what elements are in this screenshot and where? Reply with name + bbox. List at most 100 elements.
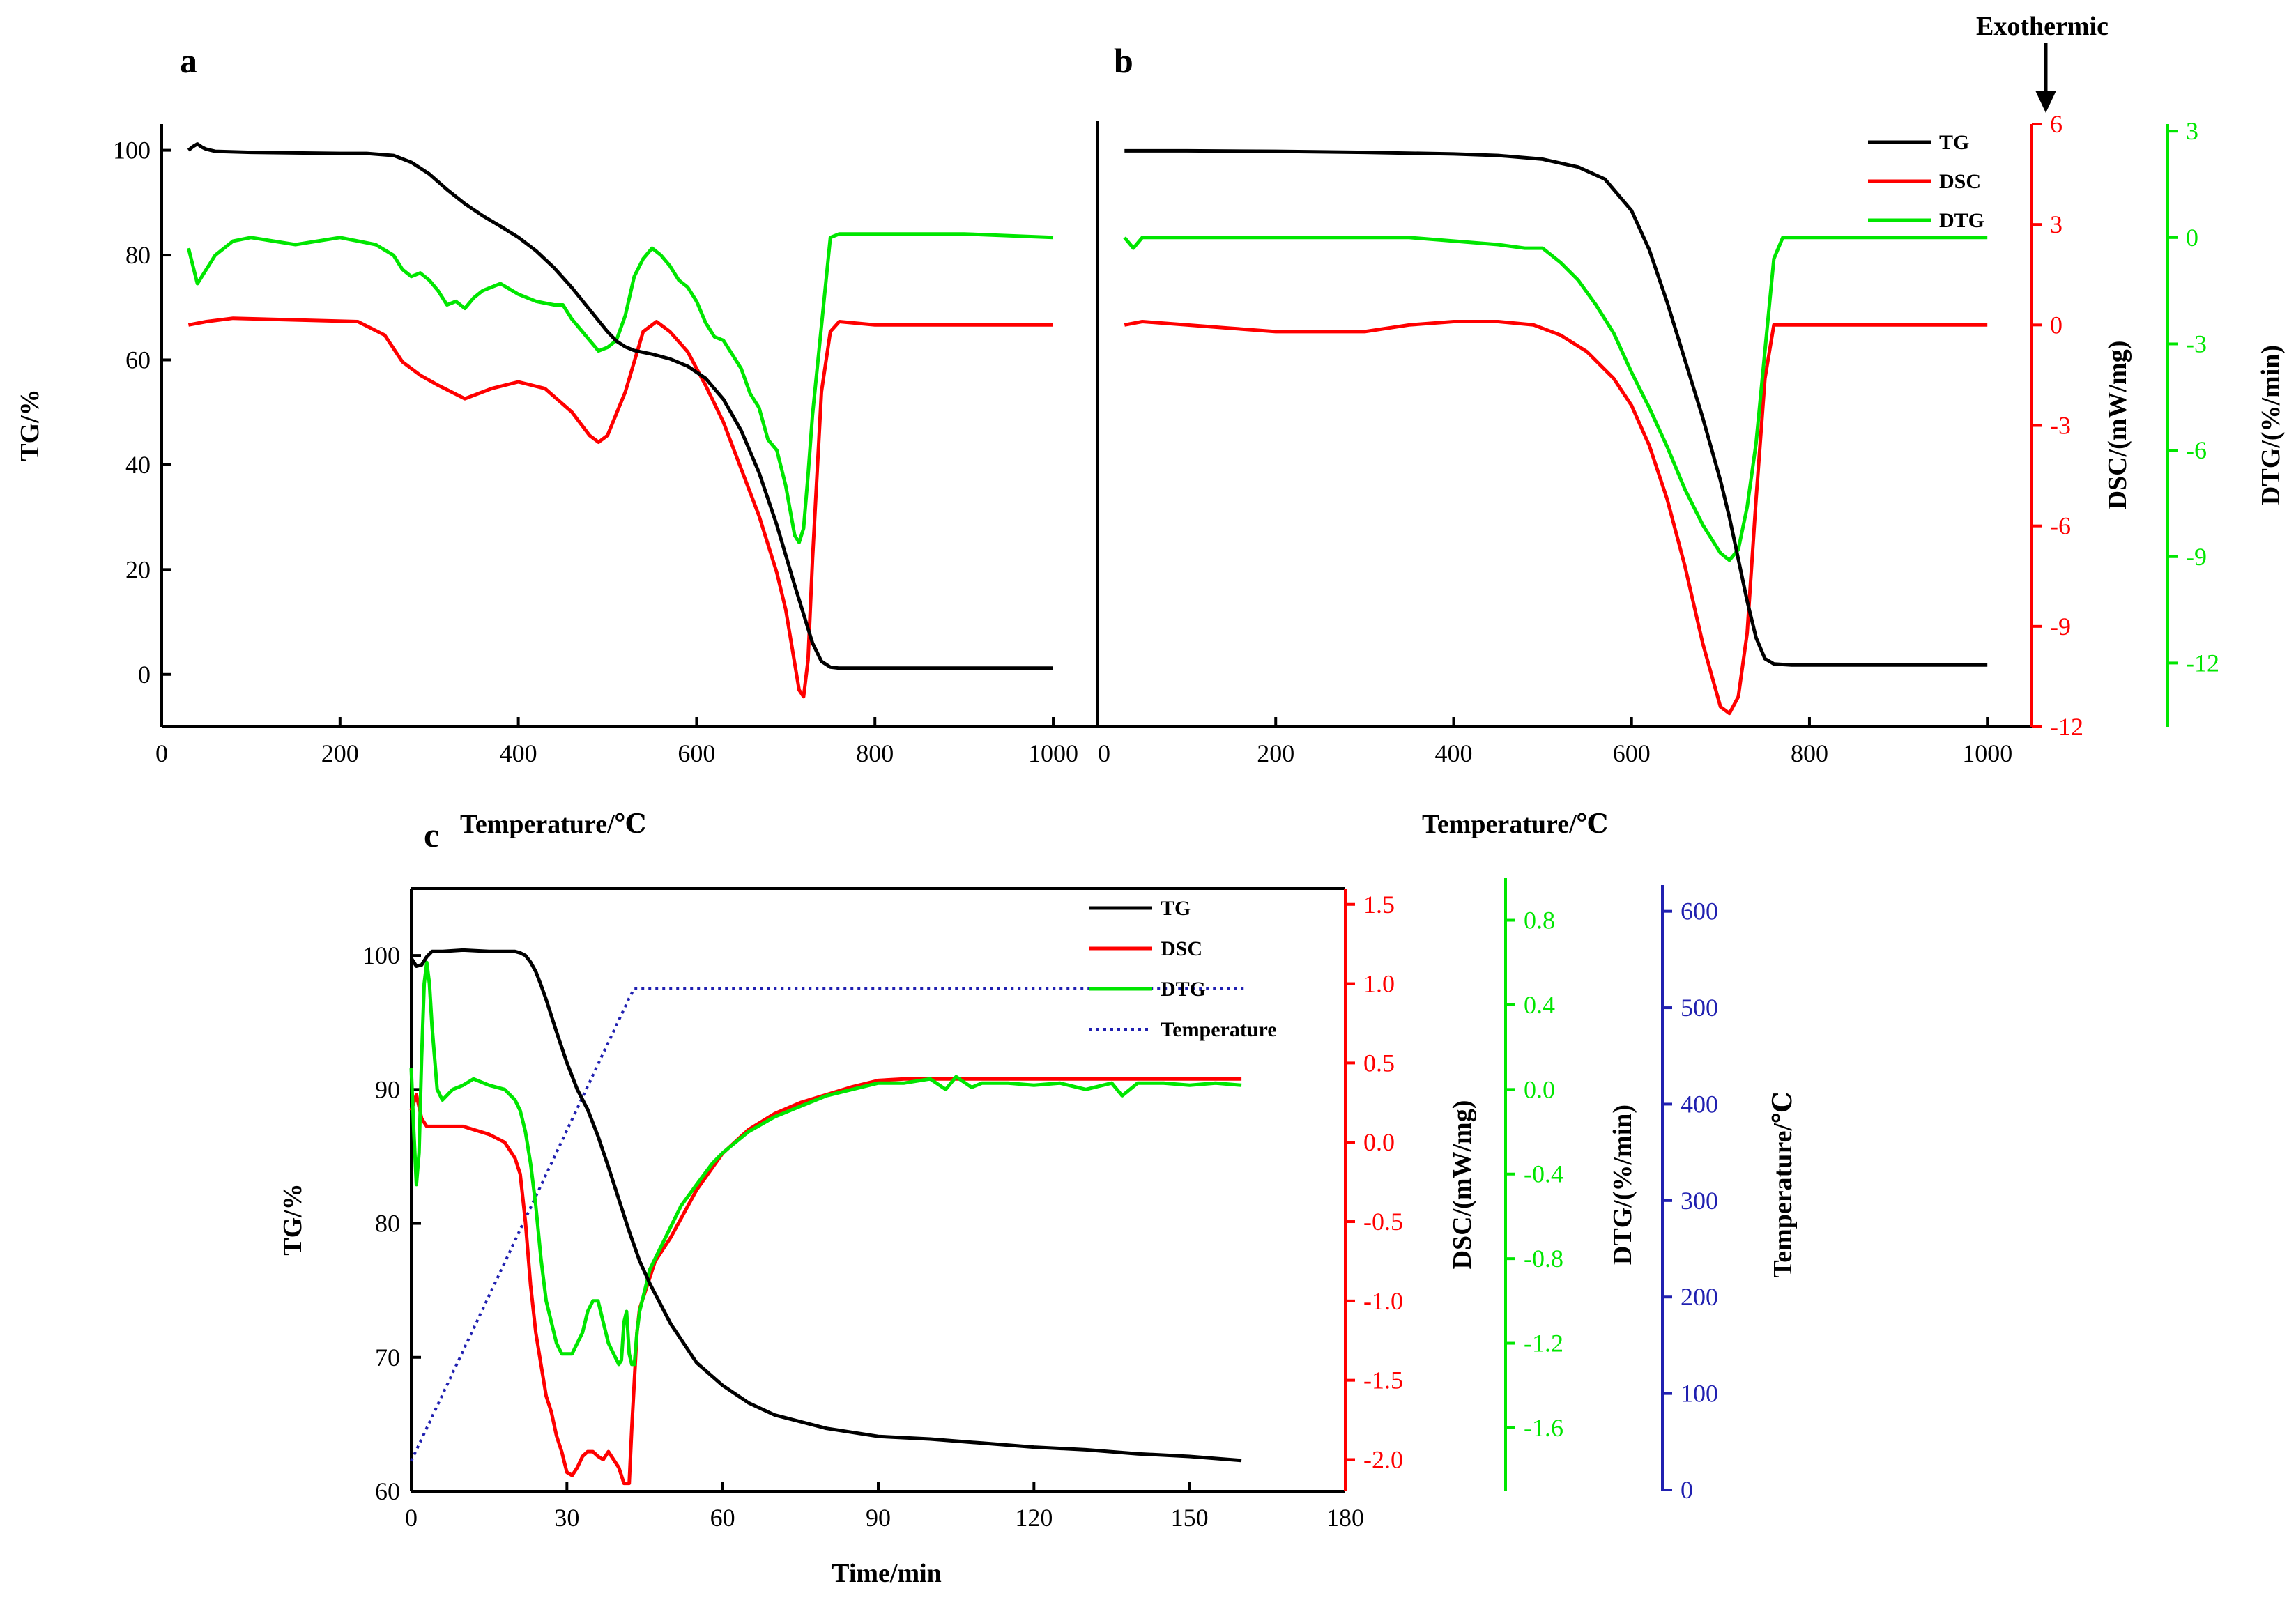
panel-c-y-tick-label: 100 [362, 941, 400, 969]
panel-c-temp-title: Temperature/℃ [1768, 1091, 1798, 1277]
panel-b-x-tick-label: 800 [1791, 739, 1828, 767]
panel-b-dtg-tick-label: 3 [2186, 117, 2198, 145]
legend-label-tg: TG [1161, 897, 1191, 920]
legend-label-dsc: DSC [1161, 937, 1202, 960]
panel-a-x-tick-label: 800 [856, 739, 894, 767]
panel-c-y-tick-label: 90 [375, 1075, 400, 1103]
panel-a-letter: a [180, 41, 197, 80]
panel-c-dtg-tick-label: 0.8 [1524, 907, 1555, 934]
legend-label-dtg: DTG [1161, 978, 1206, 1001]
panel-b-dsc-line [1124, 320, 1988, 716]
panel-c-dtg-tick-label: 0.4 [1524, 991, 1555, 1019]
panel-b-dtg-tick-label: -3 [2186, 330, 2207, 357]
panel-b-dtg-tick-label: -9 [2186, 543, 2207, 571]
panel-a-x-title: Temperature/℃ [460, 810, 646, 839]
panel-c-dsc-tick-label: 1.0 [1363, 970, 1395, 998]
panel-c-dtg-line [409, 960, 1242, 1367]
panel-c-dsc-tick-label: -2.0 [1363, 1445, 1403, 1473]
panel-b-dsc-tick-label: 6 [2050, 110, 2062, 138]
panel-c-dtg-tick-label: -1.6 [1524, 1414, 1563, 1442]
panel-a-x-tick-label: 1000 [1028, 739, 1078, 767]
panel-c-temp-tick-label: 200 [1681, 1283, 1718, 1311]
panel-b-dsc-tick-label: -6 [2050, 512, 2071, 540]
panel-b-dsc-title: DSC/(mW/mg) [2103, 341, 2132, 510]
panel-c-x-tick-label: 60 [710, 1504, 735, 1532]
panel-b-x-zero-label: 0 [1098, 739, 1110, 767]
panel-c-dtg-tick-label: -1.2 [1524, 1330, 1563, 1357]
exothermic-label: Exothermic [1976, 12, 2109, 41]
panel-b-dsc-tick-label: -3 [2050, 412, 2071, 440]
panel-c-y-title: TG/% [278, 1183, 307, 1255]
panel-c-temp-tick-label: 0 [1681, 1476, 1693, 1504]
panel-c-temp-tick-label: 500 [1681, 994, 1718, 1022]
panel-a-dtg-line [186, 232, 1054, 544]
panel-a-y-tick-label: 0 [138, 661, 151, 689]
panel-c-dtg-title: DTG/(%/min) [1608, 1105, 1637, 1265]
panel-b-x-tick-label: 200 [1257, 739, 1294, 767]
panel-b-dtg-tick-label: 0 [2186, 224, 2198, 252]
panel-b-dtg-line [1123, 236, 1988, 562]
panel-b-x-tick-label: 600 [1613, 739, 1651, 767]
panel-c-x-tick-label: 30 [554, 1504, 579, 1532]
panel-b-x-title: Temperature/℃ [1422, 810, 1608, 839]
panel-b-dsc-tick-label: 3 [2050, 210, 2062, 238]
legend-label-tg: TG [1939, 131, 1969, 154]
panel-c-dsc-tick-label: -1.0 [1363, 1287, 1403, 1315]
panel-c-y-tick-label: 70 [375, 1344, 400, 1371]
panel-a-y-tick-label: 60 [125, 346, 151, 374]
panel-b-dtg-tick-label: -6 [2186, 436, 2207, 464]
panel-c-letter: c [424, 815, 439, 854]
panel-a-y-tick-label: 20 [125, 555, 151, 583]
legend-label-temperature: Temperature [1161, 1018, 1277, 1041]
panel-b-dtg-tick-label: -12 [2186, 649, 2219, 677]
panel-a-y-title: TG/% [15, 389, 45, 461]
panel-c-dsc-tick-label: -0.5 [1363, 1208, 1403, 1236]
panel-a-dsc-line [187, 316, 1053, 699]
panel-c-dsc-title: DSC/(mW/mg) [1448, 1100, 1477, 1270]
panel-a-tg-line [187, 142, 1053, 670]
panel-c-y-tick-label: 60 [375, 1477, 400, 1505]
panel-c-dsc-tick-label: 0.5 [1363, 1049, 1395, 1077]
panel-a-x-tick-label: 200 [321, 739, 359, 767]
panel-a-y-tick-label: 80 [125, 241, 151, 269]
panel-c-dsc-tick-label: 1.5 [1363, 891, 1395, 918]
panel-c-x-tick-label: 180 [1326, 1504, 1364, 1532]
panel-c-y-tick-label: 80 [375, 1210, 400, 1238]
panel-c-temp-tick-label: 400 [1681, 1090, 1718, 1118]
exothermic-arrow-head [2035, 91, 2056, 113]
panel-a-x-tick-label: 0 [155, 739, 168, 767]
panel-c-dtg-tick-label: -0.8 [1524, 1245, 1563, 1272]
panel-a-x-tick-label: 600 [678, 739, 715, 767]
panel-b-tg-line [1124, 148, 1988, 667]
panel-b-dsc-tick-label: 0 [2050, 311, 2062, 339]
panel-c: 60 70 80 90 100 0 30 60 90 120 150 180 -2.0 -1.5 -1.0 -… [278, 815, 1798, 1588]
panel-c-dsc-tick-label: 0.0 [1363, 1128, 1395, 1156]
panel-b-dtg-title: DTG/(%/min) [2256, 345, 2286, 505]
panel-c-x-tick-label: 90 [866, 1504, 891, 1532]
panel-c-tg-line [409, 948, 1242, 1463]
panel-c-dtg-tick-label: -0.4 [1524, 1160, 1563, 1188]
panel-c-temp-tick-label: 100 [1681, 1380, 1718, 1408]
panel-b-letter: b [1114, 41, 1133, 80]
panel-c-temp-tick-label: 600 [1681, 898, 1718, 925]
panel-c-dtg-tick-label: 0.0 [1524, 1075, 1555, 1103]
panel-c-temperature-line [410, 987, 1247, 1462]
panel-c-x-title: Time/min [832, 1559, 942, 1588]
panel-a-y-tick-label: 40 [125, 451, 151, 479]
panel-b-dsc-tick-label: -12 [2050, 713, 2083, 741]
panel-c-x-tick-label: 150 [1171, 1504, 1209, 1532]
panel-c-temp-tick-label: 300 [1681, 1187, 1718, 1215]
panel-b-x-tick-label: 400 [1434, 739, 1472, 767]
panel-c-x-tick-label: 0 [405, 1504, 418, 1532]
panel-a-x-tick-label: 400 [500, 739, 537, 767]
panel-b: 200 400 600 800 1000 -12 -9 -6 -3 0 3 6 -12 -9 -6 -3 0 3 D… [1096, 41, 2286, 839]
panel-c-dsc-line [409, 1077, 1242, 1486]
legend-label-dtg: DTG [1939, 209, 1984, 232]
panel-b-x-tick-label: 1000 [1962, 739, 2012, 767]
panel-c-dsc-tick-label: -1.5 [1363, 1367, 1403, 1394]
panel-b-dsc-tick-label: -9 [2050, 613, 2071, 640]
legend-label-dsc: DSC [1939, 170, 1981, 193]
panel-a-y-tick-label: 100 [113, 137, 151, 164]
